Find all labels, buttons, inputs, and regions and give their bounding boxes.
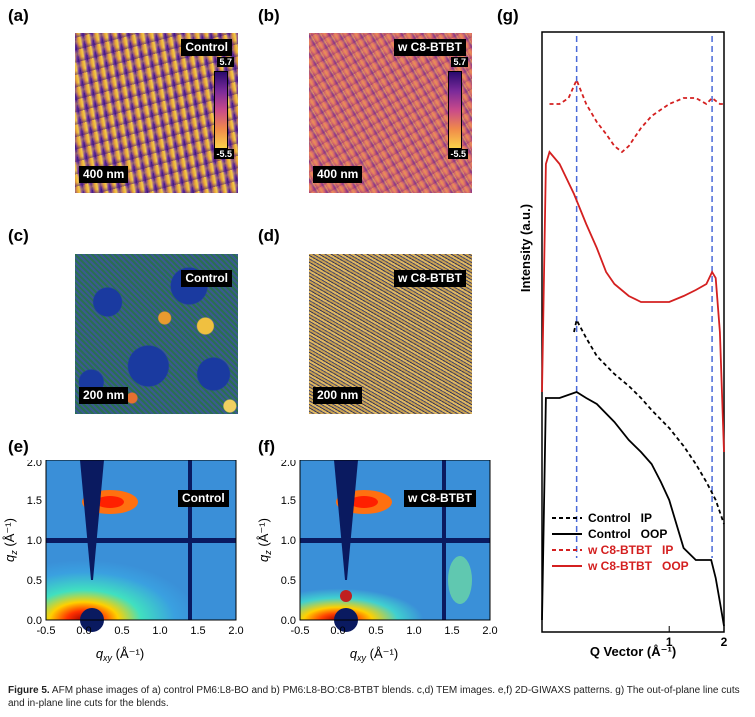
y-tick-label: 0.5 <box>27 575 42 587</box>
y-tick-label: 0.5 <box>281 575 296 587</box>
reference-lines <box>575 36 713 558</box>
giwaxs-control-frame <box>45 460 237 621</box>
legend-label: Control IP <box>588 511 652 525</box>
tem-control-scalebar: 200 nm <box>79 387 129 404</box>
giwaxs-control-vgap <box>188 460 192 620</box>
x-tick-label: 2 <box>721 635 728 649</box>
series-line <box>549 77 724 154</box>
x-tick-label: -0.5 <box>37 625 56 637</box>
x-tick-label: 0.0 <box>76 625 91 637</box>
series-line <box>541 391 725 627</box>
panel-label-f: (f) <box>258 437 275 456</box>
panel-label-g: (g) <box>497 6 519 25</box>
afm-c8btbt-cbar-min: -5.5 <box>448 149 468 159</box>
giwaxs-c8btbt-wedge <box>334 460 358 580</box>
giwaxs-c8btbt-spot <box>340 590 352 602</box>
caption-label: Figure 5. <box>8 685 50 696</box>
giwaxs-control-origin-glow <box>46 520 236 620</box>
y-tick-label: 1.0 <box>281 535 296 547</box>
giwaxs-c8btbt-lamellar-core <box>350 496 378 508</box>
afm-c8btbt-tag: w C8-BTBT <box>394 39 466 56</box>
giwaxs-c8btbt-hgap <box>300 538 490 543</box>
linecut-plot-frame <box>541 31 725 633</box>
tem-image-c8btbt: w C8-BTBT 200 nm <box>309 254 472 414</box>
y-tick-label: 0.0 <box>281 615 296 627</box>
giwaxs-control-xticks: -0.5 0.0 0.5 1.0 1.5 2.0 <box>37 625 244 637</box>
y-tick-label: 2.0 <box>281 460 296 469</box>
giwaxs-control-wedge <box>80 460 104 580</box>
afm-control-cbar-min: -5.5 <box>214 149 234 159</box>
series-group <box>541 77 725 627</box>
giwaxs-c8btbt-xlabel: qxy (Å⁻¹) <box>350 646 398 663</box>
x-tick-label: 1.0 <box>152 625 167 637</box>
afm-control-tag: Control <box>181 39 232 56</box>
legend-label: w C8-BTBT OOP <box>587 559 689 573</box>
giwaxs-c8btbt-xticks: -0.5 0.0 0.5 1.0 1.5 2.0 <box>291 625 498 637</box>
x-axis-label: Q Vector (Å⁻¹) <box>590 644 676 659</box>
x-tick-label: 1 <box>666 635 673 649</box>
giwaxs-control-yticks: 0.0 0.5 1.0 1.5 2.0 <box>27 460 42 627</box>
giwaxs-c8btbt-frame <box>299 460 491 621</box>
series-line <box>541 150 725 453</box>
y-tick-label: 1.5 <box>27 495 42 507</box>
caption-text: AFM phase images of a) control PM6:L8-BO… <box>8 685 740 709</box>
giwaxs-c8btbt-tag: w C8-BTBT <box>404 490 476 507</box>
x-tick-label: 1.5 <box>444 625 459 637</box>
legend: Control IP Control OOP w C8-BTBT IP w C8-BT… <box>552 511 689 573</box>
tem-c8btbt-scalebar: 200 nm <box>313 387 363 404</box>
giwaxs-control-ylabel: qz (Å⁻¹) <box>2 518 19 562</box>
y-tick-label: 2.0 <box>27 460 42 469</box>
giwaxs-c8btbt-vgap <box>442 460 446 620</box>
giwaxs-control-tag: Control <box>178 490 229 507</box>
panel-label-e: (e) <box>8 437 29 456</box>
giwaxs-c8btbt-side-lobe <box>448 556 472 604</box>
x-tick-label: 0.5 <box>114 625 129 637</box>
legend-label: Control OOP <box>588 527 667 541</box>
panel-label-d: (d) <box>258 226 280 245</box>
afm-c8btbt-colorbar <box>448 71 462 149</box>
x-tick-label: 2.0 <box>482 625 497 637</box>
giwaxs-c8btbt-yticks: 0.0 0.5 1.0 1.5 2.0 <box>281 460 296 627</box>
afm-control-colorbar <box>214 71 228 149</box>
afm-image-c8btbt: w C8-BTBT 400 nm 5.7 -5.5 <box>309 33 472 193</box>
tem-control-tag: Control <box>181 270 232 287</box>
giwaxs-c8btbt: -0.5 0.0 0.5 1.0 1.5 2.0 0.0 0.5 1.0 1.5… <box>256 460 498 663</box>
afm-c8btbt-cbar-max: 5.7 <box>451 57 468 67</box>
afm-image-control: Control 400 nm 5.7 -5.5 <box>75 33 238 193</box>
y-axis-label: Intensity (a.u.) <box>518 204 533 292</box>
tem-c8btbt-tag: w C8-BTBT <box>394 270 466 287</box>
legend-label: w C8-BTBT IP <box>587 543 673 557</box>
panel-label-c: (c) <box>8 226 29 245</box>
afm-c8btbt-scalebar: 400 nm <box>313 166 363 183</box>
x-tick-label: 1.5 <box>190 625 205 637</box>
x-tick-label: -0.5 <box>291 625 310 637</box>
giwaxs-control: -0.5 0.0 0.5 1.0 1.5 2.0 0.0 0.5 1.0 1.5… <box>2 460 244 663</box>
giwaxs-c8btbt-ylabel: qz (Å⁻¹) <box>256 518 273 562</box>
giwaxs-control-hgap <box>46 538 236 543</box>
x-tick-label: 0.5 <box>368 625 383 637</box>
y-tick-label: 1.5 <box>281 495 296 507</box>
x-tick-label: 1.0 <box>406 625 421 637</box>
panel-label-a: (a) <box>8 6 29 25</box>
afm-control-scalebar: 400 nm <box>79 166 129 183</box>
afm-control-cbar-max: 5.7 <box>217 57 234 67</box>
figure-caption: Figure 5. AFM phase images of a) control… <box>8 684 748 710</box>
giwaxs-control-lamellar-core <box>96 496 124 508</box>
y-tick-label: 1.0 <box>27 535 42 547</box>
panel-label-b: (b) <box>258 6 280 25</box>
giwaxs-control-xlabel: qxy (Å⁻¹) <box>96 646 144 663</box>
y-tick-label: 0.0 <box>27 615 42 627</box>
series-line <box>573 317 725 525</box>
x-tick-label: 2.0 <box>228 625 243 637</box>
tem-image-control: Control 200 nm <box>75 254 238 414</box>
x-tick-label: 0.0 <box>330 625 345 637</box>
